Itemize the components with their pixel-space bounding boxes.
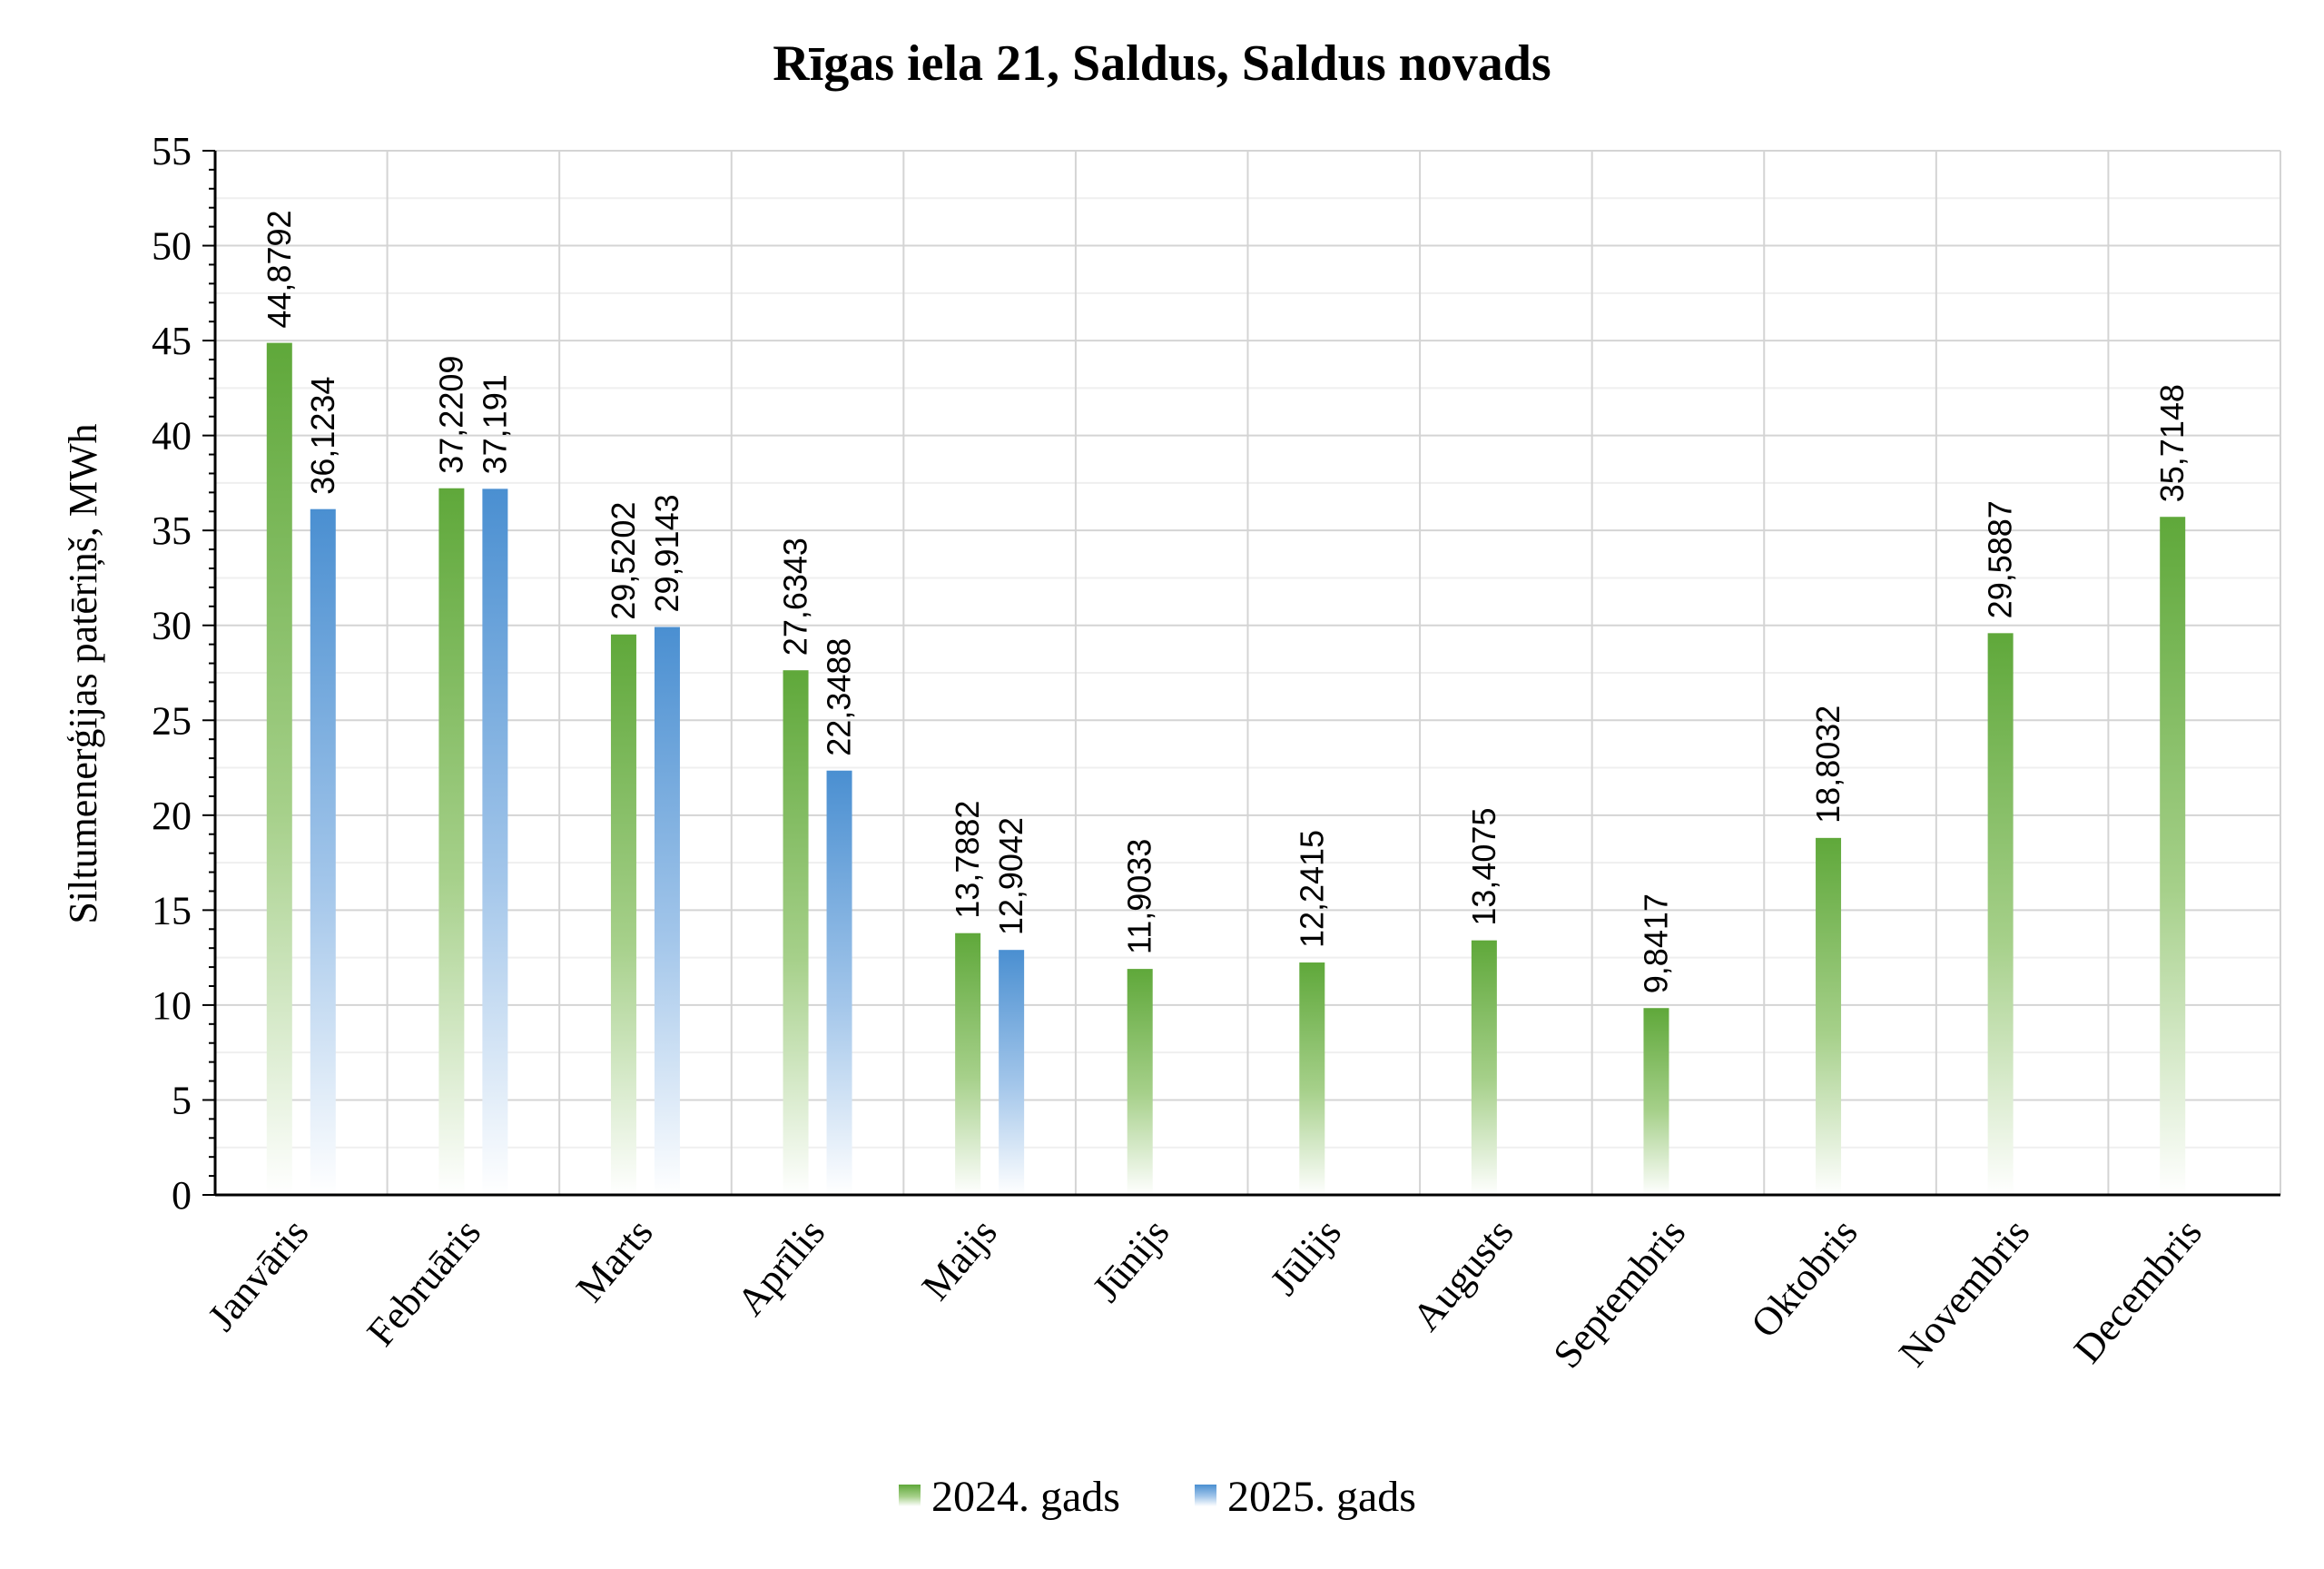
x-tick-label: Maijs bbox=[913, 1210, 1006, 1308]
y-tick-label: 10 bbox=[152, 983, 192, 1028]
x-tick-label: Augusts bbox=[1403, 1210, 1521, 1339]
bar-2025-5 bbox=[999, 950, 1025, 1195]
y-tick-label: 45 bbox=[152, 319, 192, 363]
legend-swatch-2025 bbox=[1195, 1485, 1216, 1506]
x-tick-label: Aprīlis bbox=[728, 1210, 833, 1324]
bar-2025-1 bbox=[310, 508, 336, 1195]
x-tick-label: Novembris bbox=[1890, 1210, 2038, 1375]
bar-2024-5 bbox=[955, 933, 981, 1195]
data-label: 35,7148 bbox=[2153, 384, 2191, 502]
data-label: 36,1234 bbox=[304, 377, 341, 495]
data-label: 9,8417 bbox=[1637, 893, 1674, 993]
legend-label-2025: 2025. gads bbox=[1227, 1473, 1416, 1521]
bar-2024-9 bbox=[1643, 1008, 1669, 1195]
bar-2024-4 bbox=[783, 670, 809, 1195]
x-tick-label: Janvāris bbox=[199, 1210, 317, 1339]
y-tick-label: 0 bbox=[172, 1173, 192, 1218]
bar-2024-2 bbox=[438, 488, 465, 1195]
bar-2024-11 bbox=[1987, 633, 2014, 1195]
data-label: 12,9042 bbox=[992, 817, 1029, 935]
y-tick-label: 15 bbox=[152, 888, 192, 933]
x-tick-label: Decembris bbox=[2065, 1210, 2211, 1371]
bar-2024-1 bbox=[266, 342, 292, 1196]
y-tick-label: 35 bbox=[152, 508, 192, 553]
y-tick-label: 30 bbox=[152, 604, 192, 648]
data-label: 12,2415 bbox=[1293, 830, 1330, 948]
bar-2024-10 bbox=[1816, 837, 1842, 1195]
legend-label-2024: 2024. gads bbox=[931, 1473, 1120, 1521]
x-tick-label: Marts bbox=[567, 1210, 662, 1310]
data-label: 27,6343 bbox=[777, 538, 814, 656]
axes bbox=[202, 150, 2280, 1197]
x-tick-label: Jūlijs bbox=[1262, 1210, 1350, 1304]
bars bbox=[266, 342, 2186, 1196]
bar-2025-4 bbox=[826, 770, 852, 1195]
x-tick-label: Jūnijs bbox=[1084, 1210, 1178, 1310]
data-labels: 44,8792 37,2209 29,5202 27,6343 13,7882 11,90… bbox=[261, 210, 2191, 993]
chart-title: Rīgas iela 21, Saldus, Saldus novads bbox=[773, 35, 1551, 92]
data-label: 37,2209 bbox=[432, 356, 469, 474]
y-tick-label: 50 bbox=[152, 224, 192, 269]
bar-2024-8 bbox=[1471, 940, 1497, 1195]
data-label: 29,5887 bbox=[1982, 500, 2019, 618]
legend: 2024. gads 2025. gads bbox=[899, 1473, 1416, 1521]
gridlines bbox=[215, 150, 2281, 1195]
data-label: 13,7882 bbox=[949, 801, 986, 919]
y-tick-label: 55 bbox=[152, 129, 192, 173]
y-axis-title: Siltumenerģijas patēriņš, MWh bbox=[61, 423, 105, 923]
data-label: 11,9033 bbox=[1121, 839, 1158, 954]
data-label: 18,8032 bbox=[1809, 706, 1846, 824]
x-tick-label: Oktobris bbox=[1742, 1210, 1866, 1346]
y-tick-label: 40 bbox=[152, 414, 192, 459]
y-tick-label: 20 bbox=[152, 794, 192, 838]
data-label: 29,9143 bbox=[648, 494, 685, 612]
data-label: 44,8792 bbox=[261, 210, 298, 328]
data-label: 22,3488 bbox=[821, 638, 858, 756]
data-label: 37,191 bbox=[476, 374, 513, 474]
x-tick-label: Februāris bbox=[359, 1210, 489, 1355]
x-tick-label: Septembris bbox=[1544, 1210, 1694, 1377]
data-label: 13,4075 bbox=[1465, 808, 1502, 926]
bar-2024-7 bbox=[1299, 962, 1325, 1195]
bar-2024-3 bbox=[610, 634, 636, 1195]
bar-2025-2 bbox=[482, 488, 508, 1195]
y-tick-label: 5 bbox=[172, 1078, 192, 1122]
bar-2024-12 bbox=[2160, 517, 2186, 1195]
bar-2025-3 bbox=[654, 627, 680, 1195]
bar-2024-6 bbox=[1127, 969, 1153, 1195]
data-label: 29,5202 bbox=[605, 502, 642, 620]
y-tick-label: 25 bbox=[152, 698, 192, 743]
legend-swatch-2024 bbox=[899, 1485, 921, 1506]
